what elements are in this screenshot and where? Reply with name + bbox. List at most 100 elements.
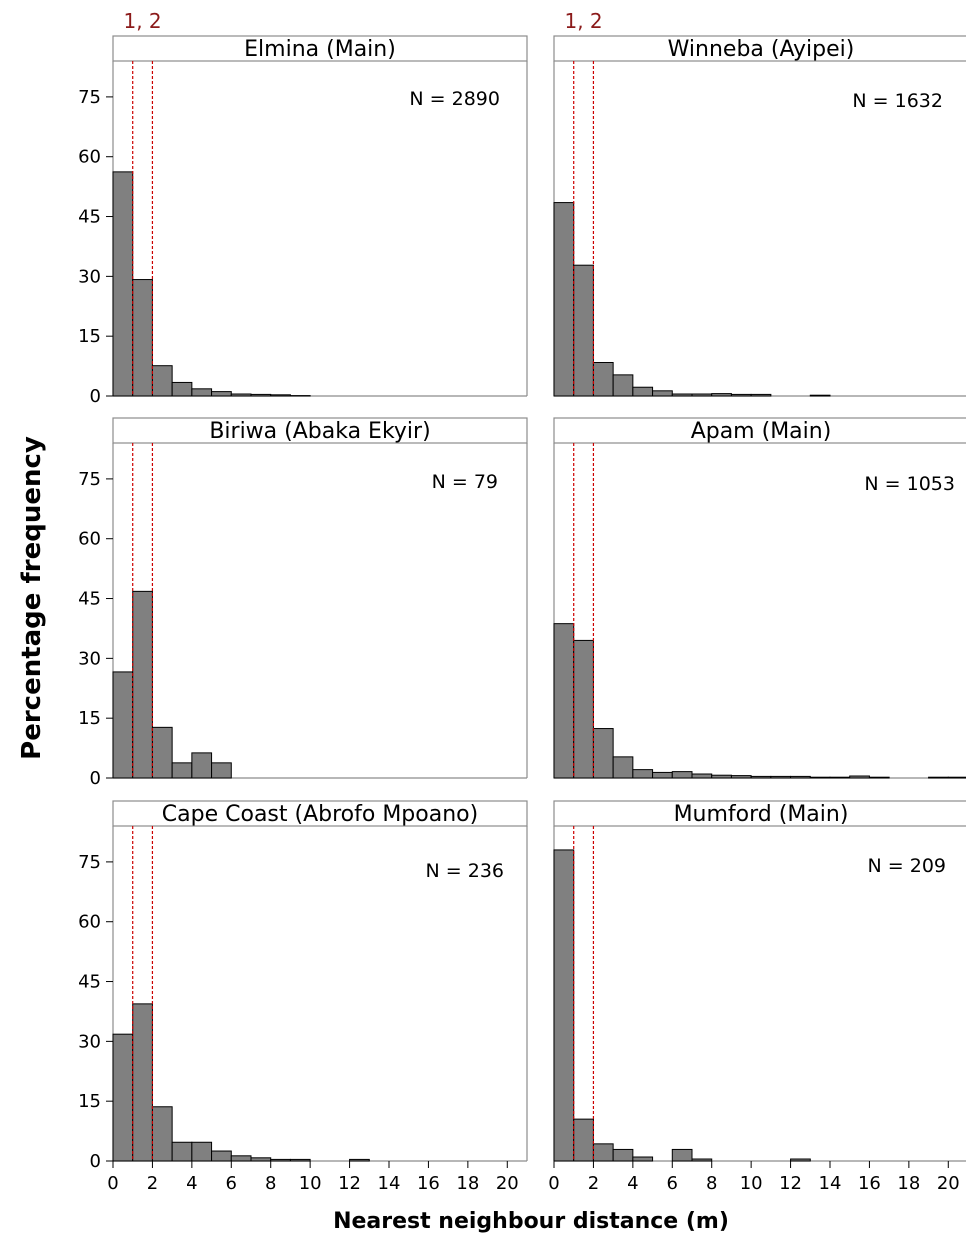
panel-strip bbox=[112, 800, 528, 827]
y-tick-label: 45 bbox=[78, 589, 101, 610]
histogram-bar bbox=[211, 762, 232, 779]
panel-5: Cape Coast (Abrofo Mpoano) N = 236 0 15 30 45… bbox=[78, 800, 528, 1194]
histogram-bar bbox=[132, 590, 153, 779]
histogram-bar bbox=[553, 623, 575, 779]
x-tick-label: 2 bbox=[588, 1173, 599, 1194]
panel-title: Mumford (Main) bbox=[674, 802, 849, 827]
x-tick-label: 16 bbox=[858, 1173, 881, 1194]
panel-3: Biriwa (Abaka Ekyir) N = 79 0 15 30 45 60 75 bbox=[78, 417, 528, 789]
histogram-bar bbox=[770, 775, 792, 779]
histogram-bar bbox=[112, 171, 134, 397]
histogram-bar bbox=[612, 374, 634, 397]
sample-size-label: N = 2890 bbox=[409, 88, 500, 110]
panel-4: Apam (Main) N = 1053 bbox=[553, 417, 966, 779]
x-tick-label: 18 bbox=[897, 1173, 920, 1194]
y-tick-label: 60 bbox=[78, 529, 101, 550]
histogram-bar bbox=[171, 381, 193, 397]
histogram-bar bbox=[750, 393, 772, 397]
histogram-bar bbox=[632, 1156, 654, 1162]
y-tick-label: 60 bbox=[78, 147, 101, 168]
histogram-bar bbox=[230, 393, 252, 397]
panel-strip bbox=[112, 35, 528, 62]
y-tick-label: 0 bbox=[90, 1151, 101, 1172]
x-tick-label: 4 bbox=[627, 1173, 638, 1194]
histogram-bar bbox=[573, 1118, 594, 1162]
histogram-bar bbox=[671, 393, 693, 397]
x-tick-label: 8 bbox=[265, 1173, 276, 1194]
histogram-bar bbox=[750, 775, 772, 779]
histogram-bar bbox=[730, 393, 752, 397]
y-tick-label: 30 bbox=[78, 648, 101, 669]
sample-size-label: N = 236 bbox=[426, 860, 504, 882]
histogram-bar bbox=[632, 769, 654, 779]
histogram-bar bbox=[671, 771, 693, 779]
x-tick-label: 14 bbox=[819, 1173, 842, 1194]
histogram-bar bbox=[790, 775, 811, 779]
histogram-bar bbox=[132, 279, 153, 397]
y-tick-label: 0 bbox=[90, 768, 101, 789]
y-tick-label: 45 bbox=[78, 972, 101, 993]
sample-size-label: N = 209 bbox=[868, 855, 946, 877]
x-tick-label: 8 bbox=[706, 1173, 717, 1194]
histogram-bar bbox=[250, 1157, 272, 1162]
histogram-bar bbox=[191, 388, 213, 397]
histogram-bar bbox=[573, 264, 594, 397]
histogram-bar bbox=[112, 1033, 134, 1162]
histogram-bar bbox=[652, 771, 673, 779]
y-tick-label: 15 bbox=[78, 326, 101, 347]
histogram-bar bbox=[849, 775, 870, 779]
histogram-bar bbox=[132, 1003, 153, 1162]
x-tick-label: 6 bbox=[226, 1173, 237, 1194]
y-tick-label: 45 bbox=[78, 207, 101, 228]
histogram-bar bbox=[230, 1155, 252, 1162]
histogram-bar bbox=[730, 775, 752, 779]
histogram-bar bbox=[592, 362, 614, 397]
y-tick-label: 75 bbox=[78, 852, 101, 873]
histogram-bar bbox=[790, 1158, 811, 1162]
histogram-bar bbox=[112, 671, 134, 779]
x-tick-label: 4 bbox=[186, 1173, 197, 1194]
histogram-bar bbox=[809, 776, 831, 779]
sample-size-label: N = 1632 bbox=[852, 90, 943, 112]
y-tick-label: 75 bbox=[78, 469, 101, 490]
histogram-bar bbox=[289, 1158, 311, 1162]
histogram-bar bbox=[151, 726, 173, 779]
histogram-bar bbox=[211, 391, 232, 397]
histogram-bar bbox=[211, 1150, 232, 1162]
histogram-bar bbox=[612, 756, 634, 779]
reference-line-label: 1, 2 bbox=[123, 9, 161, 33]
histogram-bar bbox=[592, 1143, 614, 1162]
x-tick-label: 10 bbox=[740, 1173, 763, 1194]
y-tick-label: 0 bbox=[90, 386, 101, 407]
histogram-bar bbox=[191, 752, 213, 779]
histogram-bar bbox=[151, 365, 173, 397]
histogram-bar bbox=[632, 386, 654, 397]
histogram-bar bbox=[573, 639, 594, 779]
x-tick-label: 10 bbox=[299, 1173, 322, 1194]
panel-strip bbox=[553, 800, 966, 827]
panel-strip bbox=[553, 35, 966, 62]
panels-group: Elmina (Main)1, 2N = 289001530456075Winn… bbox=[78, 9, 966, 1194]
panel-6: Mumford (Main) N = 209 0 2 4 6 8 10 12 14 16 18 20 bbox=[548, 800, 966, 1194]
histogram-bar bbox=[928, 776, 949, 779]
reference-line-label: 1, 2 bbox=[564, 9, 602, 33]
panel-title: Winneba (Ayipei) bbox=[668, 37, 855, 62]
histogram-bar bbox=[868, 776, 890, 779]
panel-title: Elmina (Main) bbox=[244, 37, 396, 62]
histogram-bar bbox=[191, 1141, 213, 1162]
histogram-bar bbox=[947, 776, 966, 779]
histogram-bar bbox=[691, 773, 713, 779]
x-tick-label: 14 bbox=[378, 1173, 401, 1194]
x-tick-label: 18 bbox=[456, 1173, 479, 1194]
panel-title: Cape Coast (Abrofo Mpoano) bbox=[162, 802, 478, 827]
histogram-bar bbox=[809, 394, 831, 397]
panel-title: Biriwa (Abaka Ekyir) bbox=[209, 419, 430, 444]
histogram-bar bbox=[592, 728, 614, 779]
histogram-bar bbox=[671, 1148, 693, 1162]
histogram-bar bbox=[829, 776, 851, 779]
x-tick-label: 16 bbox=[417, 1173, 440, 1194]
x-tick-label: 12 bbox=[338, 1173, 361, 1194]
y-tick-label: 60 bbox=[78, 912, 101, 933]
histogram-bar bbox=[171, 762, 193, 779]
